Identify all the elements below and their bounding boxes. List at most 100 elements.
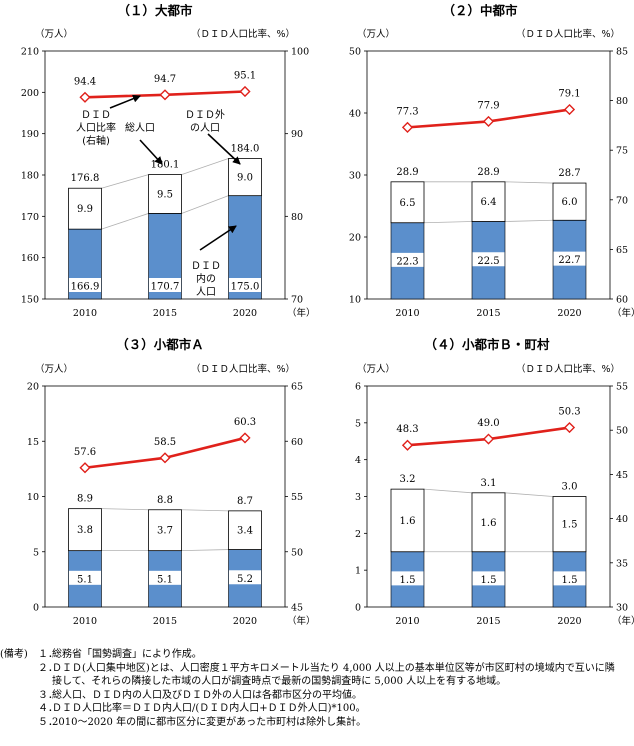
total-label: 184.0 (231, 143, 260, 154)
x-tick-label: 2015 (476, 308, 500, 319)
right-tick-label: 60 (616, 295, 628, 306)
total-label: 176.8 (71, 173, 100, 184)
ratio-label: 94.4 (74, 76, 96, 87)
did-inside-label: 1.5 (481, 575, 497, 586)
did-inside-label: 166.9 (71, 282, 100, 293)
did-outside-label: 6.5 (400, 198, 416, 209)
x-tick-label: 2020 (233, 616, 257, 627)
did-inside-label-box (472, 571, 505, 586)
bar-did-outside (148, 174, 182, 214)
bar-did-outside (390, 181, 425, 224)
total-label: 3.0 (562, 482, 578, 493)
did-inside-label-box (391, 252, 424, 267)
did-inside-label-box (149, 570, 181, 585)
right-tick-label: 35 (616, 558, 628, 569)
right-tick-label: 80 (616, 96, 628, 107)
did-inside-label-box (553, 571, 586, 586)
left-tick-label: 15 (27, 437, 39, 448)
did-outside-label: 9.5 (157, 190, 173, 201)
connector-line-inside (181, 549, 229, 552)
x-tick-label: 2010 (395, 616, 419, 627)
total-label: 28.9 (477, 167, 499, 178)
note-text: ＤＩＤ(人口集中地区)とは、人口密度１平方キロメートル当たり 4,000 人以上… (52, 662, 615, 688)
right-tick-label: 45 (291, 603, 303, 614)
annotation-text: の人口 (190, 122, 220, 134)
left-tick-label: 50 (349, 47, 361, 58)
left-tick-label: 210 (21, 47, 39, 58)
did-outside-label: 3.4 (237, 526, 253, 537)
ratio-marker (563, 421, 576, 434)
did-inside-label: 175.0 (231, 282, 260, 293)
annotation-text: ＤＩＤ外 (185, 109, 225, 121)
left-axis-unit: （万人） (35, 363, 73, 375)
ratio-label: 77.9 (477, 100, 499, 111)
did-outside-label: 1.6 (481, 518, 497, 529)
x-tick-label: 2010 (73, 308, 97, 319)
ratio-marker (159, 452, 171, 464)
left-tick-label: 200 (21, 88, 39, 99)
x-tick-label: 2010 (73, 616, 97, 627)
did-inside-label-box (69, 570, 101, 585)
chart-panel-3: （３）小都市Ａ （万人） （ＤＩＤ人口比率、%） （年） 0 5 10 15 20 45 50 55 6… (27, 337, 316, 627)
x-tick-label: 2010 (395, 308, 419, 319)
right-axis-unit: （ＤＩＤ人口比率、%） (191, 363, 295, 375)
annotation-arrow (139, 139, 163, 165)
did-outside-label: 3.7 (157, 526, 173, 537)
left-tick-label: 4 (355, 455, 361, 466)
right-tick-label: 80 (291, 212, 303, 223)
ratio-marker (401, 439, 414, 451)
ratio-label: 49.0 (477, 418, 499, 429)
left-tick-label: 6 (355, 382, 361, 393)
total-label: 28.7 (558, 168, 580, 179)
right-tick-label: 65 (616, 245, 628, 256)
ratio-label: 58.5 (154, 437, 176, 448)
note-item-5: ５． 2010～2020 年の間に都市区分に変更があった市町村は除外し集計。 (0, 716, 634, 730)
annotation-text: 内の (196, 272, 216, 285)
did-inside-label: 5.1 (77, 574, 93, 585)
notes-section: (備考) １． 総務省「国勢調査」により作成。 ２． ＤＩＤ(人口集中地区)とは… (0, 648, 634, 730)
x-tick-label: 2020 (233, 308, 257, 319)
connector-line-total (181, 158, 229, 175)
did-inside-label: 22.5 (477, 256, 499, 267)
left-tick-label: 40 (349, 109, 361, 120)
connector-line-total (101, 174, 149, 189)
connector-line-total (504, 181, 554, 184)
chart-title: （４）小都市Ｂ・町村 (424, 337, 550, 352)
right-tick-label: 55 (616, 382, 628, 393)
chart-title: （３）小都市Ａ (116, 337, 204, 352)
left-tick-label: 160 (21, 253, 39, 264)
chart-panel-4: （４）小都市Ｂ・町村（万人）（ＤＩＤ人口比率、%）（年）012345630354… (355, 337, 634, 627)
total-label: 8.8 (157, 495, 173, 506)
connector-line-inside (423, 221, 473, 224)
x-tick-label: 2020 (557, 616, 581, 627)
did-outside-label: 1.6 (400, 516, 416, 527)
ratio-marker (401, 121, 414, 133)
bar-did-outside (552, 182, 587, 221)
x-tick-label: 2020 (557, 308, 581, 319)
ratio-marker (482, 115, 495, 128)
annotation-arrow (109, 94, 141, 109)
did-outside-label: 1.5 (562, 520, 578, 531)
note-item-2: ２． ＤＩＤ(人口集中地区)とは、人口密度１平方キロメートル当たり 4,000 … (0, 662, 634, 689)
left-tick-label: 0 (33, 603, 39, 614)
total-label: 3.2 (400, 474, 416, 485)
ratio-marker (79, 462, 91, 474)
right-tick-label: 50 (291, 547, 303, 558)
left-tick-label: 170 (21, 212, 39, 223)
total-label: 8.7 (237, 496, 253, 507)
note-number: １． (38, 649, 58, 660)
notes-heading: (備考) (0, 649, 28, 660)
annotation-text: 人口 (196, 286, 216, 298)
ratio-marker (239, 85, 251, 98)
ratio-label: 60.3 (234, 417, 256, 428)
total-label: 180.1 (151, 160, 180, 171)
did-inside-label-box (229, 278, 261, 292)
chart-panel-2: （２）中都市 （万人） （ＤＩＤ人口比率、%） （年） 10 20 30 40 50 60 65 70… (349, 3, 634, 319)
did-outside-label: 6.4 (481, 197, 497, 208)
did-inside-label-box (472, 252, 505, 267)
right-axis-unit: （ＤＩＤ人口比率、%） (191, 28, 295, 40)
did-inside-label-box (553, 251, 586, 266)
right-tick-label: 45 (616, 470, 628, 481)
bar-did-outside (552, 496, 587, 553)
did-outside-label: 9.9 (77, 204, 93, 215)
